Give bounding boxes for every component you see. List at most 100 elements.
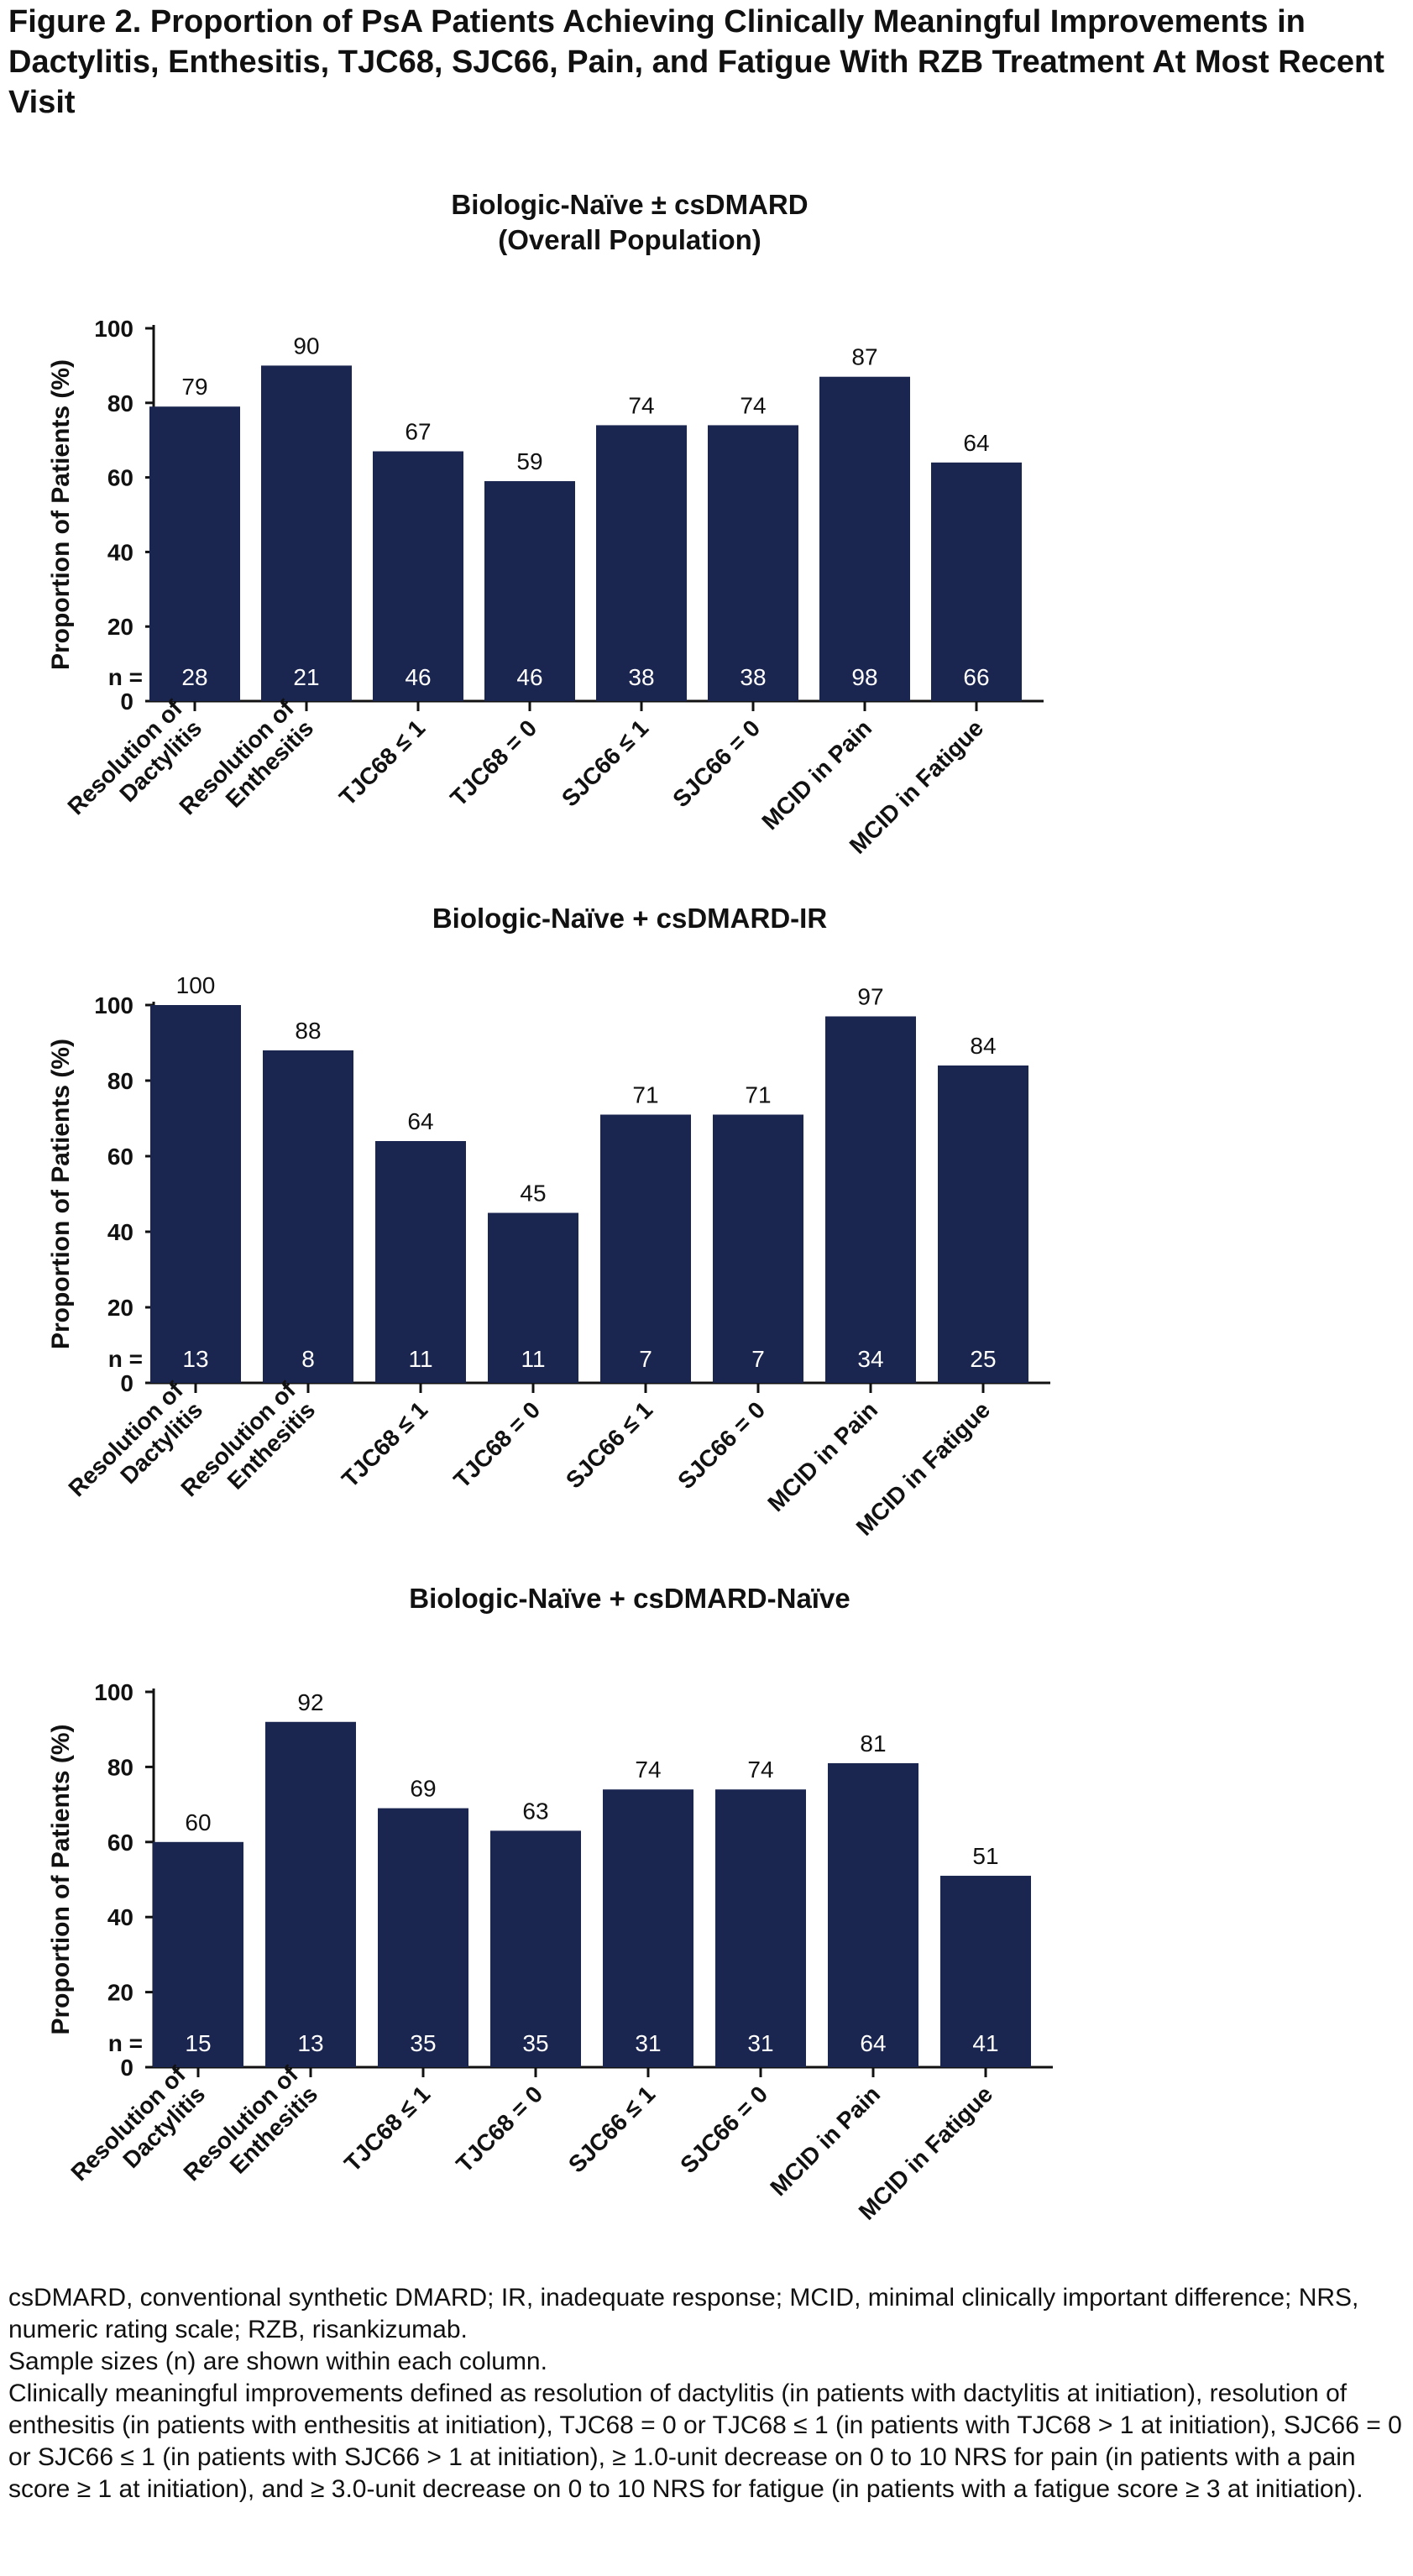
bar-n-label: 46: [405, 664, 431, 690]
bar-value-label: 81: [860, 1730, 886, 1757]
bar: [596, 425, 687, 701]
bar: [265, 1721, 356, 2067]
x-category-label: TJC68 ≤ 1: [339, 2081, 435, 2176]
bar-n-label: 34: [857, 1346, 883, 1372]
y-tick-label: 0: [120, 689, 133, 715]
chart-subtitle: (Overall Population): [498, 224, 761, 255]
bar: [263, 1050, 353, 1383]
bar: [484, 481, 575, 701]
x-category-label: Resolution ofDactylitis: [64, 1377, 208, 1521]
bar-value-label: 100: [176, 972, 216, 998]
chart-title: Biologic-Naïve + csDMARD-Naïve: [409, 1583, 850, 1614]
bar-n-label: 11: [521, 1346, 545, 1372]
y-tick-label: 20: [107, 1295, 133, 1321]
footnote-abbreviations: csDMARD, conventional synthetic DMARD; I…: [8, 2284, 1359, 2343]
bar: [825, 1016, 916, 1383]
bar-value-label: 97: [857, 984, 883, 1010]
y-tick-label: 0: [120, 1370, 133, 1396]
y-tick-label: 0: [120, 2055, 133, 2081]
n-prefix-label: n =: [108, 1346, 143, 1372]
bar-value-label: 69: [410, 1776, 436, 1802]
bar-n-label: 31: [747, 2030, 773, 2056]
x-category-label: TJC68 = 0: [445, 715, 542, 811]
bar: [375, 1141, 466, 1383]
y-tick-label: 80: [107, 390, 133, 416]
bar-n-label: 21: [293, 664, 319, 690]
bar: [940, 1876, 1031, 2067]
x-category-label: MCID in Pain: [762, 1396, 882, 1516]
bar: [490, 1830, 581, 2067]
bar-value-label: 74: [740, 392, 766, 418]
bar: [378, 1808, 468, 2067]
bar-value-label: 59: [516, 448, 542, 474]
bar-n-label: 15: [185, 2030, 211, 2056]
y-tick-label: 60: [107, 465, 133, 491]
x-category-label: Resolution ofDactylitis: [66, 2061, 211, 2206]
bar-n-label: 38: [740, 664, 766, 690]
y-tick-label: 40: [107, 1219, 133, 1245]
bar: [150, 1005, 241, 1383]
bar-n-label: 64: [860, 2030, 886, 2056]
bar-value-label: 87: [851, 344, 877, 370]
bar-value-label: 71: [745, 1082, 771, 1108]
x-category-label: TJC68 ≤ 1: [334, 715, 430, 810]
bar-chart-overall-population: Biologic-Naïve ± csDMARD (Overall Populat…: [47, 189, 1044, 859]
bar: [488, 1212, 578, 1383]
bar-n-label: 8: [301, 1346, 315, 1372]
y-tick-label: 100: [94, 992, 133, 1018]
bar-value-label: 45: [520, 1181, 546, 1207]
x-category-label: TJC68 = 0: [451, 2081, 547, 2177]
bar-value-label: 88: [295, 1018, 321, 1044]
bar-n-label: 35: [410, 2030, 436, 2056]
y-axis-label: Proportion of Patients (%): [47, 1039, 75, 1349]
chart-title: Biologic-Naïve + csDMARD-IR: [432, 903, 827, 934]
x-category-label: SJC66 = 0: [675, 2081, 772, 2178]
bar-n-label: 11: [408, 1346, 432, 1372]
bar: [938, 1065, 1028, 1383]
bar-n-label: 41: [972, 2030, 998, 2056]
bar-n-label: 13: [182, 1346, 208, 1372]
bar-n-label: 13: [297, 2030, 323, 2056]
bar-value-label: 92: [297, 1689, 323, 1715]
bar-value-label: 60: [185, 1809, 211, 1835]
bar: [153, 1841, 243, 2067]
bar-n-label: 28: [181, 664, 207, 690]
x-category-label: Resolution ofEnthesitis: [176, 1377, 321, 1521]
bar-value-label: 63: [522, 1798, 548, 1824]
y-tick-label: 40: [107, 1904, 133, 1930]
bar-n-label: 35: [522, 2030, 548, 2056]
bar-value-label: 74: [747, 1757, 773, 1783]
bar: [708, 425, 798, 701]
bar-n-label: 7: [639, 1346, 652, 1372]
bar-n-label: 66: [963, 664, 989, 690]
footnote-sample-sizes: Sample sizes (n) are shown within each c…: [8, 2348, 547, 2375]
bar: [373, 451, 463, 701]
bar: [149, 406, 240, 701]
y-tick-label: 60: [107, 1144, 133, 1170]
figure-title: Figure 2. Proportion of PsA Patients Ach…: [8, 4, 1384, 120]
bar-value-label: 67: [405, 419, 431, 445]
bar-value-label: 74: [635, 1757, 661, 1783]
bar: [819, 376, 910, 701]
bar-n-label: 25: [970, 1346, 996, 1372]
bar-n-label: 38: [628, 664, 654, 690]
y-axis-label: Proportion of Patients (%): [47, 1725, 75, 2035]
bar: [713, 1114, 803, 1383]
x-category-label: SJC66 ≤ 1: [563, 2081, 660, 2177]
y-tick-label: 40: [107, 539, 133, 565]
y-tick-label: 80: [107, 1754, 133, 1780]
x-category-label: MCID in Pain: [756, 715, 877, 835]
n-prefix-label: n =: [108, 664, 143, 690]
x-category-label: MCID in Pain: [765, 2081, 885, 2201]
x-category-label: TJC68 ≤ 1: [337, 1396, 432, 1492]
bar: [600, 1114, 691, 1383]
bar: [261, 365, 352, 701]
bar-value-label: 84: [970, 1033, 996, 1059]
y-tick-label: 20: [107, 1980, 133, 2006]
y-tick-label: 80: [107, 1068, 133, 1094]
bar-value-label: 64: [963, 430, 989, 456]
y-tick-label: 100: [94, 316, 133, 342]
bar-n-label: 31: [635, 2030, 661, 2056]
x-category-label: Resolution ofDactylitis: [63, 695, 207, 840]
x-category-label: SJC66 ≤ 1: [561, 1396, 657, 1493]
